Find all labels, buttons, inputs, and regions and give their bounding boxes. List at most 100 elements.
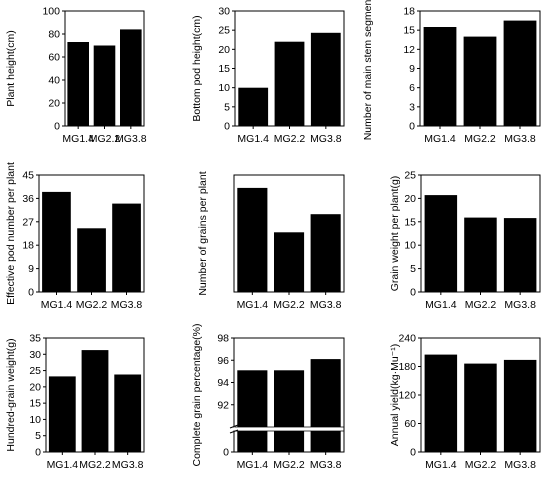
x-tick-label: MG3.8	[504, 299, 536, 311]
y-tick-label: 60	[48, 52, 60, 64]
bar	[424, 195, 458, 292]
y-tick-label: 18	[403, 6, 415, 18]
x-tick-label: MG2.2	[465, 299, 497, 311]
x-tick-label: MG3.8	[112, 459, 144, 471]
x-tick-label: MG3.8	[310, 459, 342, 471]
x-tick-label: MG2.2	[76, 299, 108, 311]
y-axis-label: Grain weight per plant(g)	[389, 176, 401, 292]
y-tick-label: 45	[22, 170, 34, 182]
y-tick-label: 30	[29, 349, 41, 361]
bar	[237, 370, 268, 452]
bar	[423, 27, 457, 126]
y-tick-label: 94	[217, 377, 229, 389]
plot-frame	[45, 337, 145, 453]
x-tick-label: MG2.2	[273, 299, 305, 311]
bar	[67, 42, 89, 126]
y-tick-label: 80	[48, 29, 60, 41]
chart-panel: MG1.4 MG2.2 MG3.8 0 3 6 9 12 15 18 Number of main …	[362, 0, 541, 145]
plot-frame	[420, 174, 541, 293]
bar	[114, 374, 142, 452]
plot-frame	[38, 174, 145, 293]
x-tick-label: MG1.4	[237, 299, 269, 311]
bar	[464, 217, 497, 292]
bar	[274, 370, 305, 452]
plot-frame	[64, 10, 145, 127]
x-tick-label: MG1.4	[62, 133, 94, 145]
y-tick-label: 240	[398, 333, 416, 345]
y-axis-label: Number of main stem segment	[362, 0, 374, 140]
y-tick-label: 180	[398, 361, 416, 373]
y-tick-label: 25	[218, 25, 230, 37]
x-tick-label: MG2.2	[465, 459, 497, 471]
x-tick-label: MG3.8	[310, 133, 342, 145]
bar	[310, 359, 341, 452]
chart-panel: MG1.4 MG2.2 MG3.8 0 92 94 96 98 Complete grain p…	[191, 324, 345, 471]
axis-break-mark	[229, 429, 239, 434]
y-tick-label: 20	[29, 381, 41, 393]
bar	[77, 228, 106, 292]
y-tick-label: 27	[22, 216, 34, 228]
x-tick-label: MG1.4	[424, 133, 456, 145]
bar	[424, 354, 458, 452]
x-tick-label: MG1.4	[425, 299, 457, 311]
bar	[503, 359, 537, 452]
bar	[503, 218, 537, 292]
bar	[503, 20, 537, 127]
y-tick-label: 60	[404, 418, 416, 430]
bar	[274, 41, 305, 127]
bar	[237, 187, 268, 292]
y-tick-label: 5	[224, 101, 230, 113]
bar	[274, 232, 305, 292]
y-tick-label: 35	[29, 333, 41, 345]
y-tick-label: 0	[224, 121, 230, 133]
bar	[81, 350, 109, 452]
y-tick-label: 0	[54, 121, 60, 133]
y-tick-label: 120	[398, 390, 416, 402]
y-tick-label: 25	[404, 170, 416, 182]
y-tick-label: 10	[404, 240, 416, 252]
axis-break-gap	[235, 427, 344, 431]
bar	[48, 376, 76, 452]
y-tick-label: 0	[410, 447, 416, 459]
bar	[310, 214, 341, 292]
y-axis-label: Plant height(cm)	[5, 30, 17, 106]
x-tick-label: MG3.8	[111, 299, 143, 311]
x-tick-label: MG1.4	[237, 133, 269, 145]
y-tick-label: 10	[218, 82, 230, 94]
bar	[310, 32, 341, 126]
y-tick-label: 100	[42, 6, 60, 18]
y-tick-label: 15	[403, 25, 415, 37]
y-tick-label: 92	[217, 399, 229, 411]
y-tick-label: 15	[218, 63, 230, 75]
y-tick-label: 0	[28, 287, 34, 299]
y-axis-label: Complete grain percentage(%)	[191, 324, 203, 467]
x-tick-label: MG2.2	[464, 133, 496, 145]
bar	[93, 45, 116, 126]
y-axis-label: Number of grains per plant	[197, 171, 209, 295]
chart-panel: MG1.4 MG2.2 MG3.8 Number of grains per plan…	[197, 171, 345, 311]
bar	[42, 191, 71, 292]
x-tick-label: MG2.2	[274, 133, 306, 145]
bar	[120, 29, 142, 126]
chart-panel: MG1.4 MG2.2 MG3.8 0 5 10 15 20 25 30 Bottom pod he…	[191, 6, 345, 145]
y-tick-label: 36	[22, 193, 34, 205]
axis-break-mask	[231, 427, 237, 431]
y-tick-label: 40	[48, 75, 60, 87]
y-axis-label: Hundred-grain weight(g)	[5, 338, 17, 451]
x-tick-label: MG1.4	[41, 299, 73, 311]
y-axis-label: Effective pod number per plant	[5, 162, 17, 305]
y-tick-label: 30	[218, 6, 230, 18]
y-tick-label: 10	[29, 414, 41, 426]
y-tick-label: 20	[404, 193, 416, 205]
y-tick-label: 25	[29, 365, 41, 377]
x-tick-label: MG3.8	[504, 133, 536, 145]
y-axis-label: Annual yield(kg·Mu⁻¹)	[389, 344, 401, 446]
plot-frame	[233, 337, 345, 453]
y-tick-label: 12	[403, 44, 415, 56]
y-tick-label: 3	[409, 101, 415, 113]
x-tick-label: MG3.8	[310, 299, 342, 311]
x-tick-label: MG1.4	[47, 459, 79, 471]
